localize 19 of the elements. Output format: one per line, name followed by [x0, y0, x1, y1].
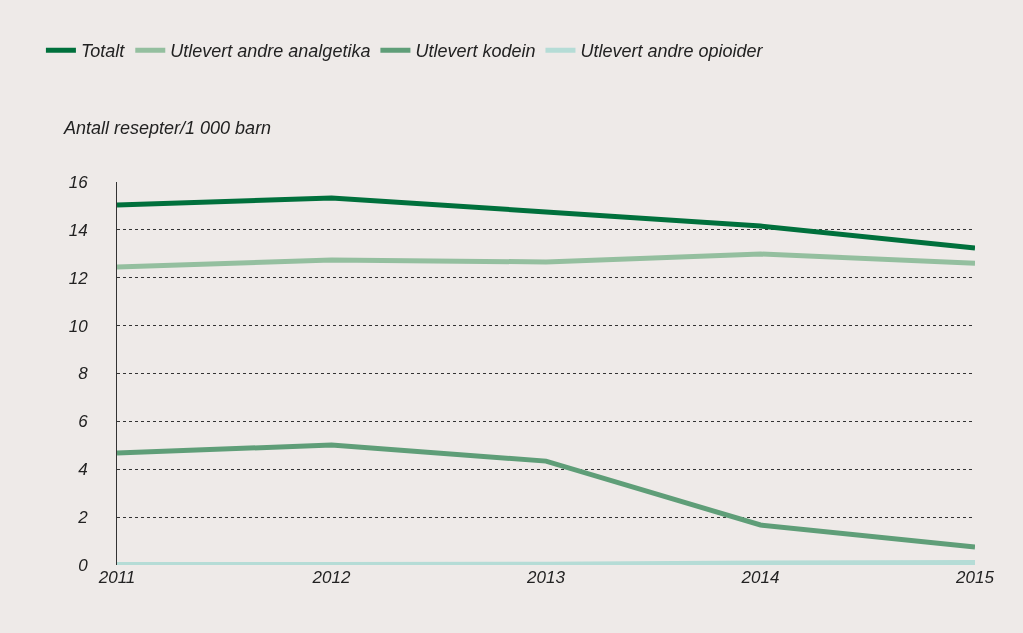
legend-label: Utlevert andre opioider	[580, 41, 764, 62]
y-tick-label: 14	[68, 220, 88, 240]
legend-label: Utlevert andre analgetika	[170, 41, 371, 62]
x-tick-label: 2013	[526, 568, 566, 587]
y-tick-label: 0	[78, 555, 89, 575]
y-tick-label: 4	[78, 460, 88, 480]
y-tick-label: 8	[78, 364, 89, 384]
y-tick-label: 12	[68, 268, 89, 288]
y-tick-label: 6	[78, 412, 89, 432]
x-tick-label: 2014	[740, 568, 780, 587]
x-tick-label: 2011	[97, 568, 136, 587]
y-tick-label: 16	[68, 172, 89, 192]
y-tick-label: 2	[77, 508, 89, 528]
y-axis-title: Antall resepter/1 000 barn	[63, 118, 272, 138]
legend-label: Utlevert kodein	[415, 41, 536, 62]
y-tick-label: 10	[68, 316, 89, 336]
x-tick-label: 2012	[311, 568, 351, 587]
legend-label: Totalt	[80, 41, 126, 62]
x-tick-label: 2015	[955, 568, 995, 587]
